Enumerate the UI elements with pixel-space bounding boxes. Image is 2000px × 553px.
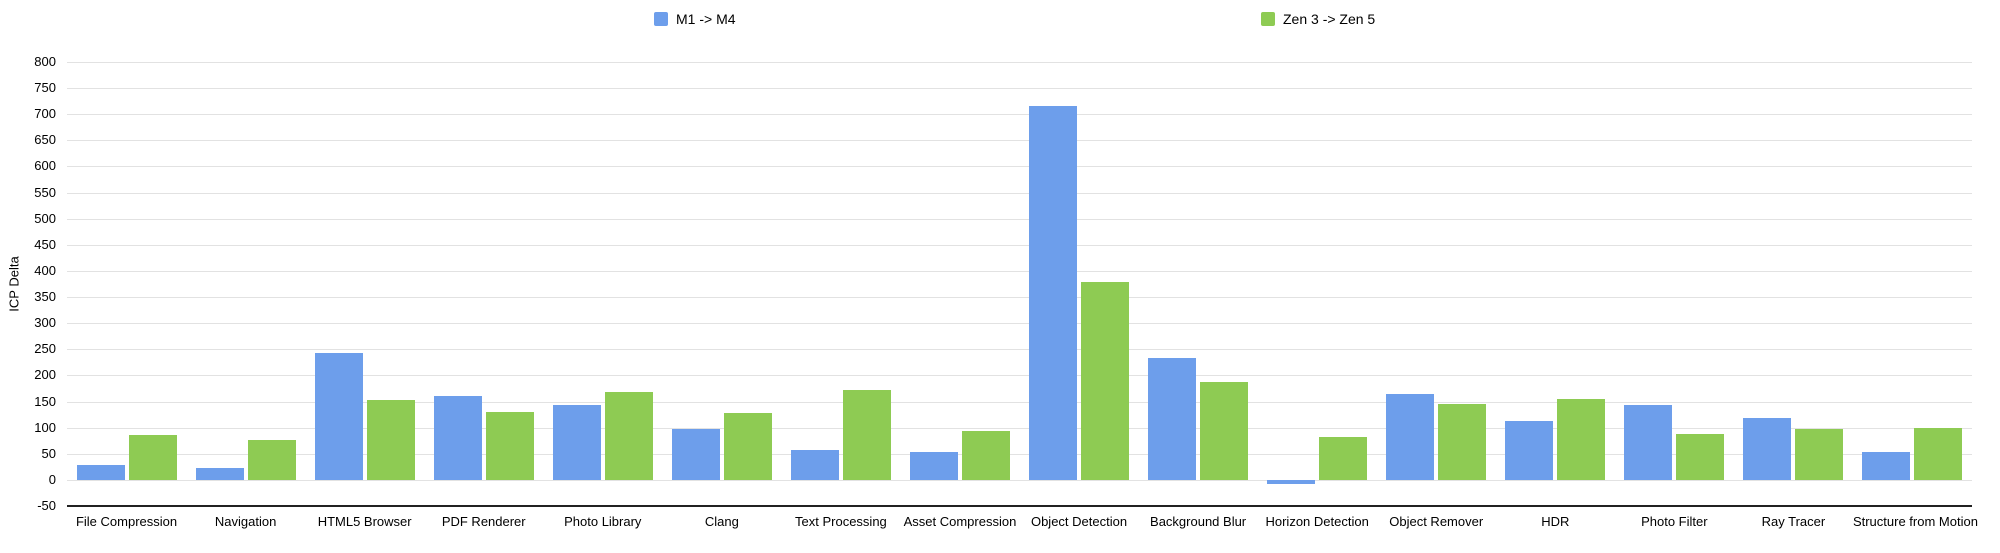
x-category-label: Photo Filter (1641, 514, 1708, 529)
bar-pdf-renderer-series-1 (485, 412, 534, 480)
bar-file-compression-series-0 (76, 465, 125, 480)
bar-photo-library-series-0 (552, 405, 601, 480)
bar-html5-browser-series-1 (366, 399, 415, 480)
gridline (67, 323, 1972, 325)
bar-navigation-series-0 (195, 468, 244, 480)
y-tick-label: 500 (34, 210, 56, 226)
bar-structure-from-motion-series-1 (1914, 427, 1963, 480)
bar-photo-filter-series-0 (1624, 405, 1673, 480)
legend-label-zen3-zen5: Zen 3 -> Zen 5 (1283, 11, 1376, 27)
bar-navigation-series-1 (247, 440, 296, 480)
x-category-label: Text Processing (795, 514, 887, 529)
bar-object-remover-series-1 (1438, 404, 1487, 480)
y-tick-label: 0 (48, 471, 56, 487)
bar-structure-from-motion-series-0 (1862, 452, 1911, 480)
gridline (67, 140, 1972, 142)
y-tick-label: 100 (34, 419, 56, 435)
y-tick-label: 300 (34, 315, 56, 331)
gridline (67, 453, 1972, 455)
x-category-label: Ray Tracer (1761, 514, 1826, 529)
bar-text-processing-series-0 (790, 450, 839, 480)
gridline (67, 270, 1972, 272)
x-category-label: File Compression (75, 514, 178, 529)
x-category-label: Structure from Motion (1852, 514, 1978, 529)
y-tick-label: 450 (34, 236, 56, 252)
legend-label-m1-m4: M1 -> M4 (676, 11, 736, 27)
bar-background-blur-series-1 (1200, 381, 1249, 480)
x-category-label: Asset Compression (903, 514, 1017, 529)
bar-html5-browser-series-0 (314, 352, 363, 480)
x-category-label: Clang (704, 514, 739, 529)
gridline (67, 479, 1972, 481)
bar-text-processing-series-1 (842, 389, 891, 480)
y-tick-label: 50 (41, 445, 56, 461)
bar-clang-series-0 (671, 428, 720, 480)
y-tick-label: 700 (34, 106, 56, 122)
bar-object-detection-series-0 (1029, 105, 1078, 480)
y-tick-label: -50 (37, 498, 56, 513)
bar-file-compression-series-1 (128, 435, 177, 480)
x-category-label: Horizon Detection (1265, 514, 1369, 529)
gridline (67, 427, 1972, 429)
bar-asset-compression-series-1 (961, 430, 1010, 480)
gridline (67, 375, 1972, 377)
gridline (67, 244, 1972, 246)
y-tick-label: 650 (34, 132, 56, 148)
bar-hdr-series-1 (1557, 398, 1606, 480)
x-category-label: Photo Library (564, 514, 642, 529)
bar-hdr-series-0 (1505, 421, 1554, 480)
bar-pdf-renderer-series-0 (433, 395, 482, 480)
y-tick-label: 200 (34, 367, 56, 383)
legend-swatch-zen3-zen5 (1261, 12, 1275, 26)
x-category-label: HTML5 Browser (317, 514, 412, 529)
bar-clang-series-1 (723, 413, 772, 480)
x-category-label: Navigation (214, 514, 277, 529)
bar-ray-tracer-series-0 (1743, 417, 1792, 480)
gridline (67, 62, 1972, 63)
y-tick-label: 150 (34, 393, 56, 409)
bar-photo-filter-series-1 (1676, 434, 1725, 480)
gridline (67, 192, 1972, 194)
legend-swatch-m1-m4 (654, 12, 668, 26)
bar-object-detection-series-1 (1081, 282, 1130, 480)
bar-ray-tracer-series-1 (1795, 428, 1844, 480)
gridline (67, 88, 1972, 90)
y-tick-label: 400 (34, 262, 56, 278)
y-tick-label: 800 (34, 54, 56, 69)
gridline (67, 166, 1972, 168)
legend-item-zen3-zen5: Zen 3 -> Zen 5 (1261, 11, 1375, 27)
x-category-label: PDF Renderer (441, 514, 526, 529)
legend-item-m1-m4: M1 -> M4 (654, 11, 736, 27)
y-tick-label: 750 (34, 80, 56, 96)
gridline (67, 218, 1972, 220)
bar-horizon-detection-series-1 (1319, 436, 1368, 480)
bar-photo-library-series-1 (604, 392, 653, 480)
y-tick-label: 350 (34, 289, 56, 305)
bar-object-remover-series-0 (1386, 394, 1435, 480)
y-tick-label: 600 (34, 158, 56, 174)
gridline (67, 401, 1972, 403)
gridline (67, 297, 1972, 299)
x-axis-line (67, 505, 1972, 507)
x-category-label: Object Detection (1030, 514, 1128, 529)
bar-asset-compression-series-0 (909, 451, 958, 480)
x-category-label: HDR (1541, 514, 1570, 529)
bar-background-blur-series-0 (1148, 358, 1197, 480)
y-tick-label: 250 (34, 341, 56, 357)
bar-horizon-detection-series-0 (1267, 479, 1316, 485)
x-category-label: Object Remover (1389, 514, 1484, 529)
y-tick-label: 550 (34, 184, 56, 200)
gridline (67, 114, 1972, 116)
gridline (67, 349, 1972, 351)
x-category-label: Background Blur (1150, 514, 1247, 529)
